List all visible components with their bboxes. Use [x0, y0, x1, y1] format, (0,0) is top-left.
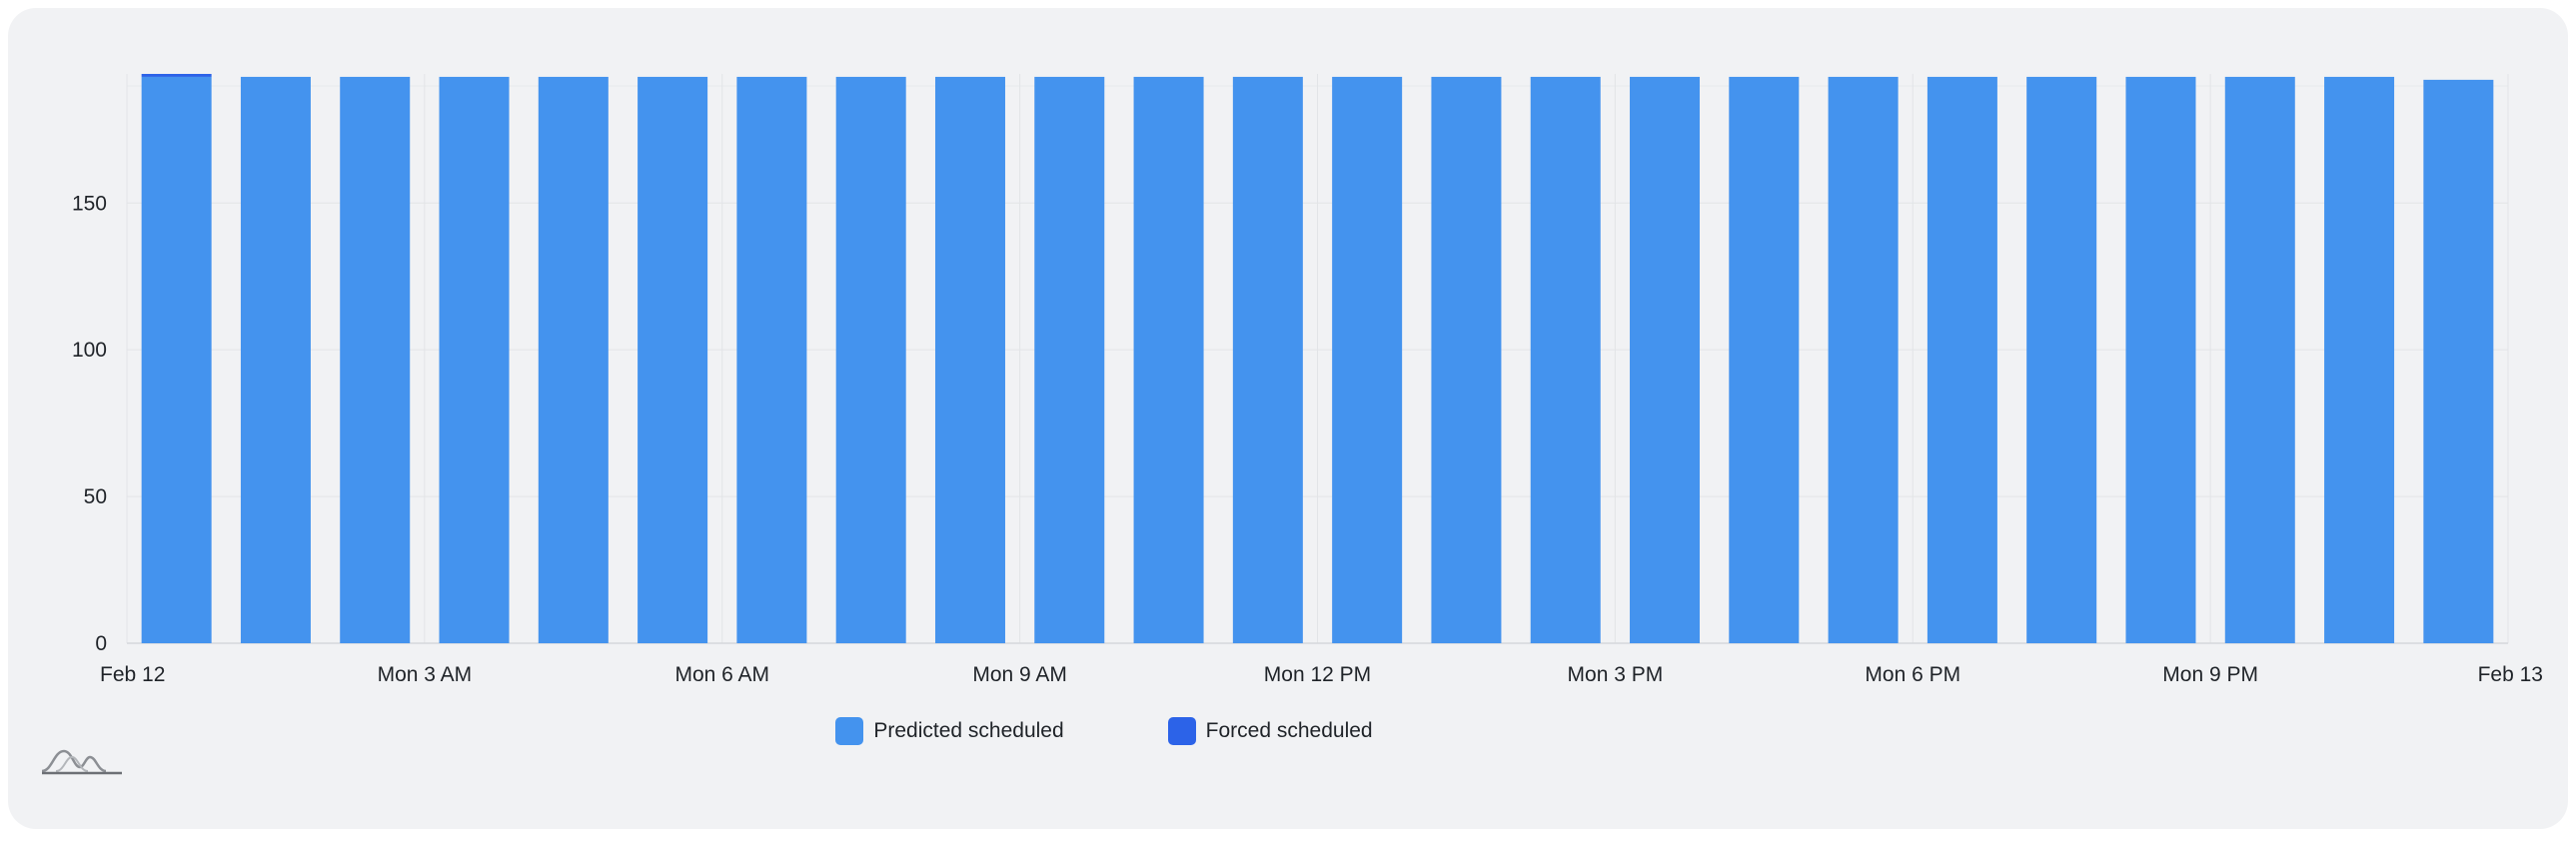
sparkline-logo-icon: [40, 747, 124, 782]
bar-predicted: [1729, 76, 1800, 644]
x-tick-label: Feb 12: [100, 663, 165, 686]
bar-predicted: [1133, 76, 1204, 644]
bar-predicted: [2324, 76, 2395, 644]
x-tick-label: Feb 13: [2478, 663, 2543, 686]
y-tick-label: 50: [84, 485, 107, 508]
x-tick-label: Mon 9 PM: [2162, 663, 2258, 686]
x-tick-label: Mon 6 PM: [1865, 663, 1960, 686]
bar-predicted: [1927, 76, 1997, 644]
bar-predicted: [1630, 76, 1701, 644]
bar-predicted: [638, 76, 708, 644]
legend-label-forced: Forced scheduled: [1205, 719, 1373, 742]
x-tick-label: Mon 3 AM: [378, 663, 473, 686]
legend-item-predicted[interactable]: Predicted scheduled: [835, 717, 1064, 745]
bar-predicted: [2125, 76, 2196, 644]
x-tick-label: Mon 9 AM: [972, 663, 1067, 686]
legend-swatch-forced: [1167, 717, 1196, 745]
x-tick-label: Mon 12 PM: [1264, 663, 1371, 686]
legend-swatch-predicted: [835, 717, 864, 745]
bar-predicted: [1332, 76, 1403, 644]
x-tick-label: Mon 6 AM: [674, 663, 769, 686]
bar-predicted: [934, 76, 1005, 644]
y-tick-label: 0: [95, 632, 107, 655]
x-tick-label: Mon 3 PM: [1568, 663, 1664, 686]
bar-predicted: [736, 76, 807, 644]
bar-forced: [141, 74, 212, 77]
legend-item-forced[interactable]: Forced scheduled: [1167, 717, 1373, 745]
legend-label-predicted: Predicted scheduled: [873, 719, 1064, 742]
y-tick-label: 150: [72, 192, 107, 215]
bar-predicted: [2026, 76, 2097, 644]
y-tick-label: 100: [72, 339, 107, 362]
bar-predicted: [1431, 76, 1502, 644]
bar-predicted: [439, 76, 510, 644]
bar-predicted: [1034, 76, 1105, 644]
bar-predicted: [2423, 79, 2494, 644]
bar-predicted: [538, 76, 609, 644]
bar-predicted: [2224, 76, 2295, 644]
bar-predicted: [835, 76, 906, 644]
bar-predicted: [1828, 76, 1899, 644]
bar-predicted: [141, 76, 212, 644]
bar-predicted: [340, 76, 411, 644]
bar-predicted: [1232, 76, 1303, 644]
bar-predicted: [240, 76, 311, 644]
chart-legend: Predicted scheduled Forced scheduled: [0, 717, 2392, 745]
bar-predicted: [1530, 76, 1601, 644]
